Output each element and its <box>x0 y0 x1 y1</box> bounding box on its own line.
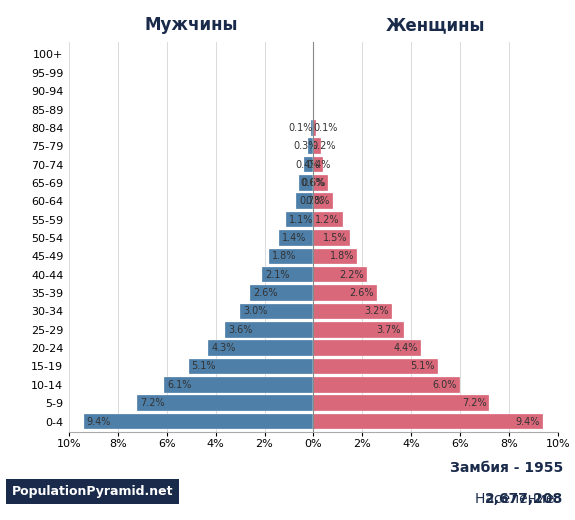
Bar <box>313 322 404 337</box>
Bar <box>313 304 392 319</box>
Text: 0.1%: 0.1% <box>314 123 338 133</box>
Text: Население:: Население: <box>475 492 564 506</box>
Text: 2.6%: 2.6% <box>253 288 277 298</box>
Text: 3.6%: 3.6% <box>228 325 252 335</box>
Bar <box>309 138 313 154</box>
Text: 4.3%: 4.3% <box>211 343 236 353</box>
Text: 2.2%: 2.2% <box>340 270 364 280</box>
Text: Замбия - 1955: Замбия - 1955 <box>450 461 564 475</box>
Text: 3.7%: 3.7% <box>377 325 401 335</box>
Bar <box>313 285 377 301</box>
Bar <box>313 359 438 374</box>
Text: 6.1%: 6.1% <box>167 380 191 390</box>
Text: 0.4%: 0.4% <box>296 160 320 170</box>
Text: 6.0%: 6.0% <box>433 380 457 390</box>
Text: 0.6%: 0.6% <box>302 178 326 188</box>
Bar <box>313 120 316 136</box>
Bar <box>313 377 460 393</box>
Text: 9.4%: 9.4% <box>87 417 111 426</box>
Text: 4.4%: 4.4% <box>394 343 418 353</box>
Bar <box>84 414 313 430</box>
Bar <box>296 193 313 209</box>
Text: 1.1%: 1.1% <box>289 215 314 225</box>
Text: 0.2%: 0.2% <box>312 141 336 151</box>
Bar <box>189 359 313 374</box>
Text: 7.2%: 7.2% <box>462 398 486 408</box>
Bar <box>269 249 313 264</box>
Text: 2.1%: 2.1% <box>265 270 289 280</box>
Text: 0.6%: 0.6% <box>301 178 325 188</box>
Text: 5.1%: 5.1% <box>191 361 216 371</box>
Text: 9.4%: 9.4% <box>516 417 540 426</box>
Text: 1.4%: 1.4% <box>282 233 306 243</box>
Bar <box>313 193 333 209</box>
Text: 0.7%: 0.7% <box>299 196 324 206</box>
Bar <box>208 340 313 356</box>
Bar <box>299 175 313 191</box>
Text: 3.2%: 3.2% <box>364 306 389 316</box>
Text: 0.1%: 0.1% <box>289 123 313 133</box>
Text: 2,677,208: 2,677,208 <box>485 492 564 506</box>
Bar <box>240 304 313 319</box>
Text: 1.8%: 1.8% <box>330 251 354 262</box>
Bar <box>313 249 358 264</box>
Text: 3.0%: 3.0% <box>243 306 267 316</box>
Bar <box>304 157 313 172</box>
Text: PopulationPyramid.net: PopulationPyramid.net <box>12 485 173 498</box>
Bar <box>311 120 313 136</box>
Bar <box>313 414 543 430</box>
Bar <box>164 377 313 393</box>
Text: 1.5%: 1.5% <box>323 233 347 243</box>
Bar <box>313 230 350 246</box>
Bar <box>313 212 343 227</box>
Text: Мужчины: Мужчины <box>144 16 238 34</box>
Bar <box>313 175 328 191</box>
Bar <box>313 157 323 172</box>
Bar <box>225 322 313 337</box>
Bar <box>279 230 313 246</box>
Bar <box>137 395 313 411</box>
Text: 0.3%: 0.3% <box>293 141 318 151</box>
Text: 1.8%: 1.8% <box>273 251 297 262</box>
Bar <box>262 267 313 282</box>
Bar <box>286 212 313 227</box>
Text: 1.2%: 1.2% <box>315 215 340 225</box>
Text: 2.6%: 2.6% <box>350 288 374 298</box>
Text: Женщины: Женщины <box>386 16 485 34</box>
Text: 0.8%: 0.8% <box>306 196 330 206</box>
Text: 5.1%: 5.1% <box>411 361 435 371</box>
Text: 0.4%: 0.4% <box>306 160 331 170</box>
Text: 7.2%: 7.2% <box>140 398 165 408</box>
Bar <box>313 267 367 282</box>
Bar <box>313 138 321 154</box>
Bar <box>250 285 313 301</box>
Bar <box>313 340 421 356</box>
Bar <box>313 395 489 411</box>
